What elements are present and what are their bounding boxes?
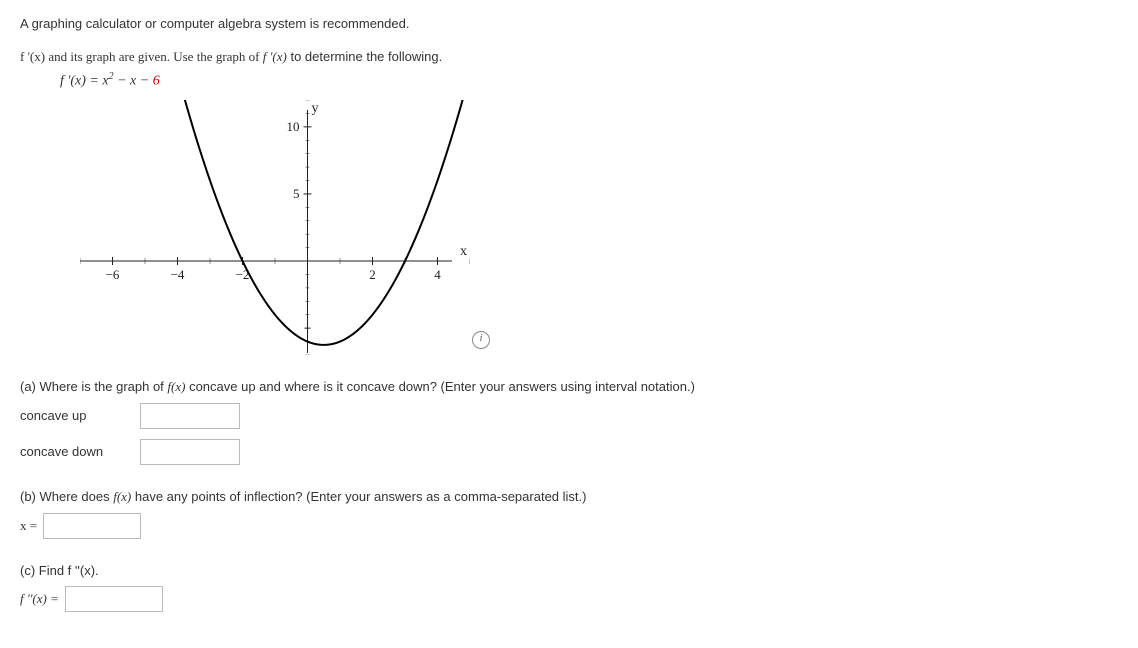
question-c: (c) Find f ''(x). (20, 563, 1118, 578)
svg-text:−4: −4 (171, 267, 185, 282)
qB-row: x = (20, 513, 1118, 539)
qA-row2: concave down (20, 439, 1118, 465)
qB-label: x = (20, 518, 37, 534)
svg-text:5: 5 (293, 186, 300, 201)
svg-text:x: x (460, 244, 467, 259)
svg-text:10: 10 (287, 118, 300, 133)
qC-text: (c) Find f ''(x). (20, 563, 99, 578)
formula-lhs: f '(x) = x (60, 74, 109, 89)
prompt-line: f '(x) and its graph are given. Use the … (20, 49, 1118, 65)
concave-down-input[interactable] (140, 439, 240, 465)
intro-text: A graphing calculator or computer algebr… (20, 16, 1118, 31)
qA-fn: f(x) (167, 379, 185, 394)
prompt-suffix: to determine the following. (290, 49, 442, 64)
qA-suffix: concave up and where is it concave down?… (185, 379, 694, 394)
concave-up-input[interactable] (140, 403, 240, 429)
qA-row1: concave up (20, 403, 1118, 429)
svg-text:4: 4 (434, 267, 441, 282)
svg-text:2: 2 (369, 267, 376, 282)
qB-fn: f(x) (113, 489, 131, 504)
prompt-prefix: f '(x) and its graph are given. Use the … (20, 49, 263, 64)
question-b: (b) Where does f(x) have any points of i… (20, 489, 1118, 505)
qC-label: f ''(x) = (20, 591, 59, 607)
formula-const: 6 (153, 74, 160, 89)
svg-text:y: y (312, 101, 319, 116)
chart-svg: −6−4−224510yx (80, 100, 470, 355)
qA-row1-label: concave up (20, 408, 140, 423)
info-icon[interactable]: i (472, 331, 490, 349)
inflection-input[interactable] (43, 513, 141, 539)
chart-container: −6−4−224510yx i (80, 100, 480, 355)
qA-prefix: (a) Where is the graph of (20, 379, 167, 394)
qB-prefix: (b) Where does (20, 489, 113, 504)
formula-line: f '(x) = x2 − x − 6 (60, 71, 1118, 90)
qB-suffix: have any points of inflection? (Enter yo… (131, 489, 586, 504)
qA-row2-label: concave down (20, 444, 140, 459)
svg-text:−6: −6 (106, 267, 120, 282)
prompt-fn: f '(x) (263, 49, 287, 64)
formula-mid: − x − (114, 74, 153, 89)
second-derivative-input[interactable] (65, 586, 163, 612)
qC-row: f ''(x) = (20, 586, 1118, 612)
question-a: (a) Where is the graph of f(x) concave u… (20, 379, 1118, 395)
